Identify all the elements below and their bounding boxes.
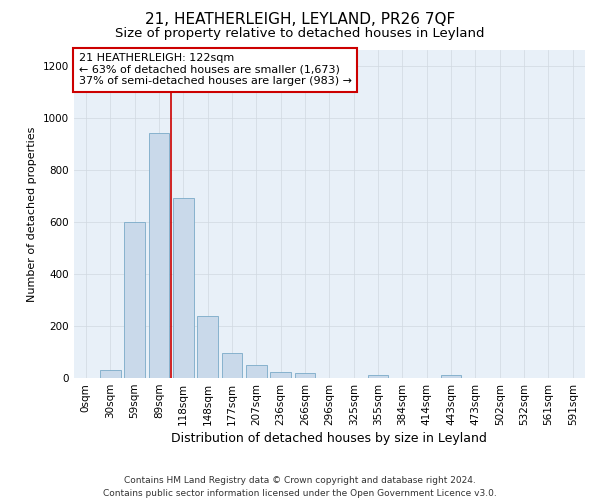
Text: Size of property relative to detached houses in Leyland: Size of property relative to detached ho… (115, 28, 485, 40)
Bar (173, 198, 194, 378)
Bar (441, 376, 461, 378)
Bar (149, 134, 169, 378)
Bar (124, 222, 145, 378)
Bar (100, 370, 121, 378)
X-axis label: Distribution of detached houses by size in Leyland: Distribution of detached houses by size … (172, 432, 487, 445)
Bar (221, 354, 242, 378)
Text: 21 HEATHERLEIGH: 122sqm
← 63% of detached houses are smaller (1,673)
37% of semi: 21 HEATHERLEIGH: 122sqm ← 63% of detache… (79, 54, 352, 86)
Bar (295, 373, 316, 378)
Bar (368, 376, 388, 378)
Text: 21, HEATHERLEIGH, LEYLAND, PR26 7QF: 21, HEATHERLEIGH, LEYLAND, PR26 7QF (145, 12, 455, 28)
Y-axis label: Number of detached properties: Number of detached properties (27, 126, 37, 302)
Bar (197, 316, 218, 378)
Bar (246, 365, 266, 378)
Bar (270, 372, 291, 378)
Text: Contains HM Land Registry data © Crown copyright and database right 2024.
Contai: Contains HM Land Registry data © Crown c… (103, 476, 497, 498)
